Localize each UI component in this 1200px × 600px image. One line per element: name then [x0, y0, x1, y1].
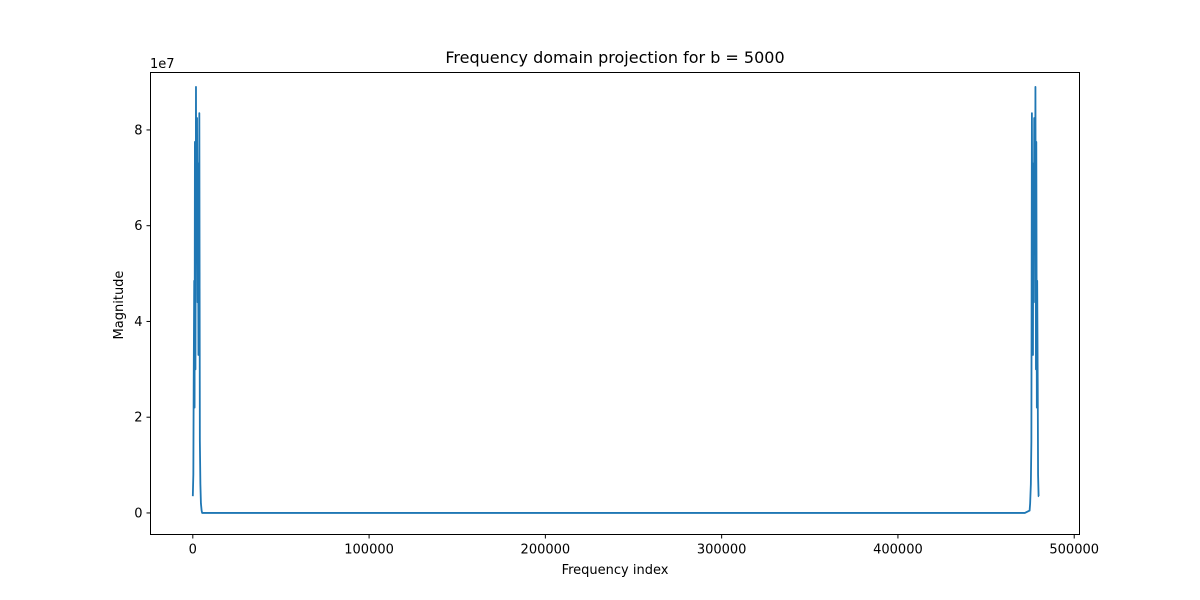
x-tick-label: 100000: [344, 543, 394, 558]
y-offset-label: 1e7: [150, 57, 175, 72]
y-tick-label: 0: [134, 506, 142, 521]
y-axis-label: Magnitude: [112, 271, 127, 340]
y-tick-label: 4: [134, 315, 142, 330]
x-tick-label: 400000: [873, 543, 923, 558]
chart-title: Frequency domain projection for b = 5000: [445, 48, 784, 67]
x-tick-label: 500000: [1049, 543, 1099, 558]
x-tick-label: 0: [189, 543, 197, 558]
y-tick-label: 6: [134, 219, 142, 234]
plot-frame: [150, 72, 1080, 535]
y-tick-label: 8: [134, 123, 142, 138]
x-axis-label: Frequency index: [562, 563, 669, 578]
plot-marks: 0 100000 200000 300000 400000 500000 0 2 4 6 8: [134, 85, 1099, 558]
y-tick-label: 2: [134, 411, 142, 426]
series-line-0: [191, 85, 1040, 514]
x-tick-label: 300000: [697, 543, 747, 558]
x-tick-label: 200000: [521, 543, 571, 558]
